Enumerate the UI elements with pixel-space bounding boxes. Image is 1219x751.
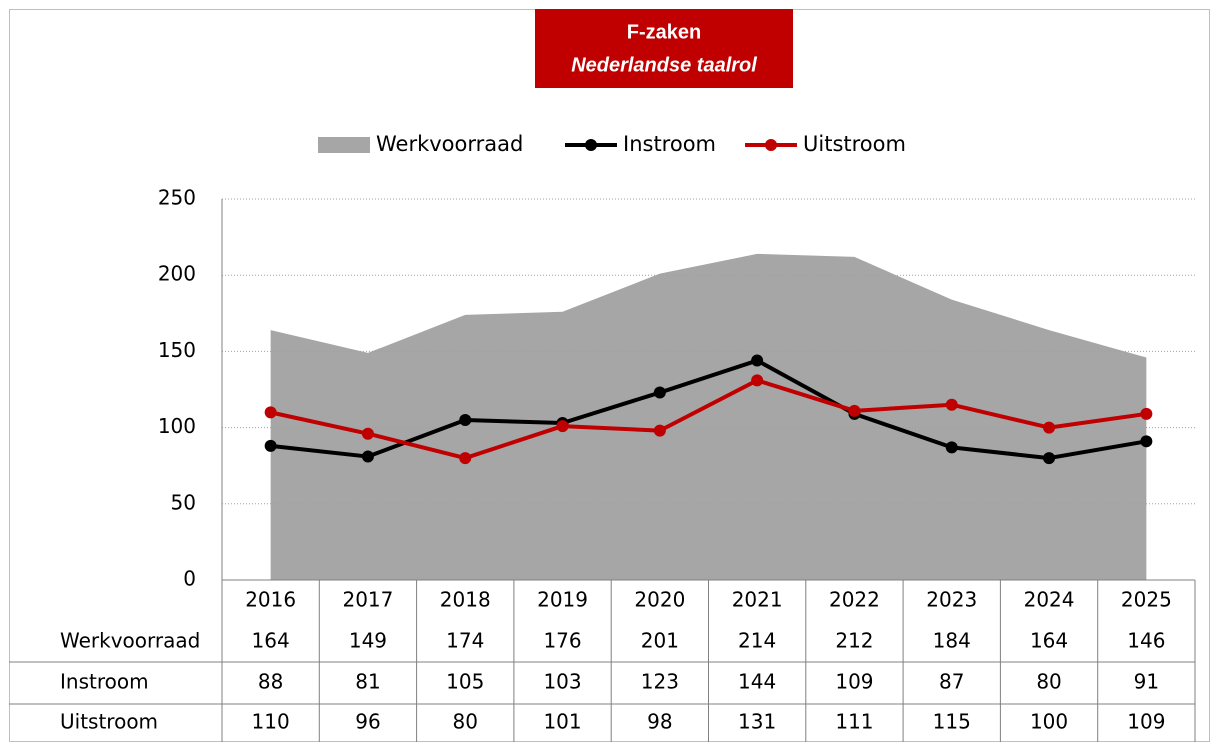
table-cell: 149 <box>349 629 387 653</box>
point <box>361 450 374 463</box>
y-tick-label: 0 <box>183 567 196 591</box>
point <box>264 406 277 419</box>
table-cell: 111 <box>835 710 873 734</box>
table-cell: 201 <box>641 629 679 653</box>
point <box>751 374 764 387</box>
legend-marker <box>585 139 597 151</box>
y-tick-label: 250 <box>158 186 196 210</box>
table-cell: 115 <box>933 710 971 734</box>
legend-label: Instroom <box>623 132 716 156</box>
point <box>945 398 958 411</box>
point <box>945 441 958 454</box>
point <box>751 354 764 367</box>
table-cell: 146 <box>1127 629 1165 653</box>
x-tick-label: 2016 <box>245 588 296 612</box>
legend-swatch <box>318 137 370 153</box>
y-tick-label: 200 <box>158 262 196 286</box>
point <box>459 413 472 426</box>
table-cell: 214 <box>738 629 776 653</box>
line <box>270 378 1147 461</box>
legend-marker <box>765 139 777 151</box>
x-tick-label: 2019 <box>537 588 588 612</box>
table-row-label: Werkvoorraad <box>60 629 200 653</box>
table-cell: 98 <box>647 710 672 734</box>
y-tick-label: 100 <box>158 414 196 438</box>
table-cell: 144 <box>738 670 776 694</box>
table-cell: 212 <box>835 629 873 653</box>
table-row-label: Uitstroom <box>60 710 158 734</box>
table-cell: 105 <box>446 670 484 694</box>
point <box>459 452 472 465</box>
table-cell: 109 <box>835 670 873 694</box>
table-cell: 96 <box>355 710 380 734</box>
point <box>1043 421 1056 434</box>
table-cell: 110 <box>252 710 290 734</box>
point <box>361 427 374 440</box>
table-cell: 123 <box>641 670 679 694</box>
table-cell: 80 <box>1036 670 1061 694</box>
table-cell: 131 <box>738 710 776 734</box>
table-row-label: Instroom <box>60 670 149 694</box>
table-cell: 101 <box>543 710 581 734</box>
point <box>556 420 569 433</box>
x-tick-label: 2024 <box>1024 588 1075 612</box>
x-tick-label: 2023 <box>926 588 977 612</box>
x-tick-label: 2021 <box>732 588 783 612</box>
title-box <box>535 9 793 88</box>
table-cell: 109 <box>1127 710 1165 734</box>
table-cell: 164 <box>1030 629 1068 653</box>
table-cell: 87 <box>939 670 964 694</box>
legend-label: Werkvoorraad <box>376 132 523 156</box>
line <box>270 358 1147 461</box>
area <box>270 253 1147 580</box>
table-cell: 88 <box>258 670 283 694</box>
point <box>848 404 861 417</box>
table-cell: 100 <box>1030 710 1068 734</box>
x-tick-label: 2017 <box>342 588 393 612</box>
x-tick-label: 2022 <box>829 588 880 612</box>
chart-title: F-zaken <box>627 21 701 43</box>
x-tick-label: 2025 <box>1121 588 1172 612</box>
point <box>264 439 277 452</box>
point <box>1043 452 1056 465</box>
table-cell: 184 <box>933 629 971 653</box>
x-tick-label: 2018 <box>440 588 491 612</box>
table-cell: 81 <box>355 670 380 694</box>
table-cell: 80 <box>453 710 478 734</box>
chart-subtitle: Nederlandse taalrol <box>571 54 757 76</box>
point <box>1140 407 1153 420</box>
point <box>1140 435 1153 448</box>
x-tick-label: 2020 <box>634 588 685 612</box>
legend-label: Uitstroom <box>803 132 906 156</box>
table-cell: 91 <box>1134 670 1159 694</box>
point <box>653 424 666 437</box>
point <box>653 386 666 399</box>
y-tick-label: 150 <box>158 338 196 362</box>
table-cell: 174 <box>446 629 484 653</box>
table-cell: 164 <box>252 629 290 653</box>
table-cell: 103 <box>543 670 581 694</box>
y-tick-label: 50 <box>171 490 196 514</box>
table-cell: 176 <box>543 629 581 653</box>
